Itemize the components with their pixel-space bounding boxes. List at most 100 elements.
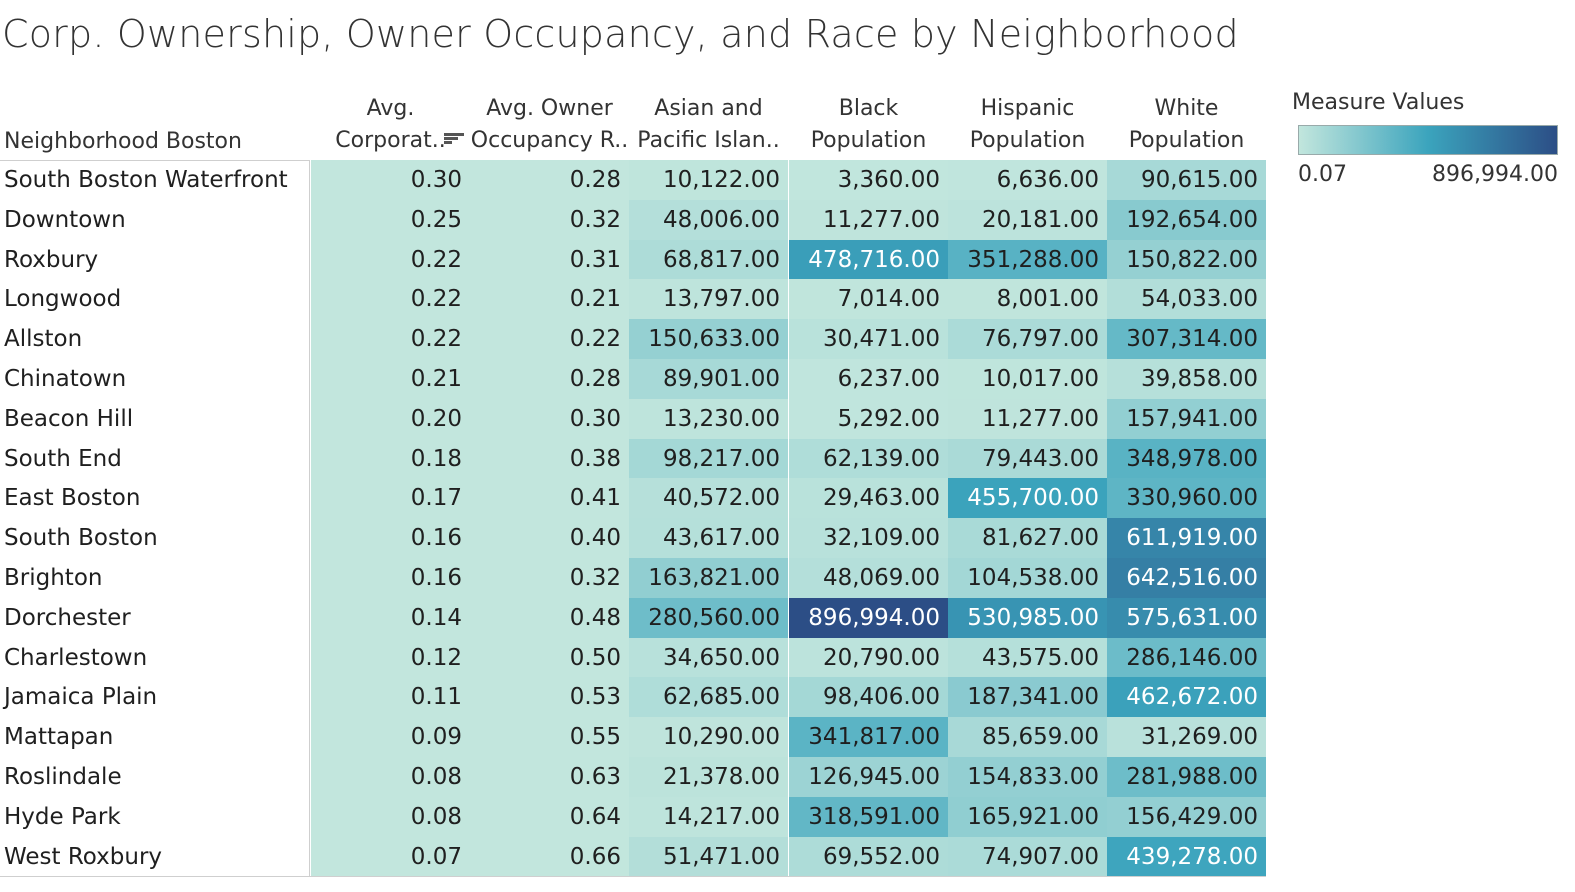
heatmap-cell[interactable]: 30,471.00 [789,319,948,360]
heatmap-cell[interactable]: 0.22 [311,319,470,360]
heatmap-cell[interactable]: 280,560.00 [629,597,788,638]
heatmap-cell[interactable]: 281,988.00 [1107,757,1266,797]
heatmap-cell[interactable]: 6,237.00 [789,359,948,399]
heatmap-cell[interactable]: 0.30 [470,398,629,439]
heatmap-cell[interactable]: 348,978.00 [1107,438,1266,479]
heatmap-cell[interactable]: 330,960.00 [1107,478,1266,519]
heatmap-cell[interactable]: 0.31 [470,239,629,280]
heatmap-cell[interactable]: 0.48 [470,597,629,638]
heatmap-cell[interactable]: 156,429.00 [1107,796,1266,837]
heatmap-cell[interactable]: 0.08 [311,757,470,797]
row-label[interactable]: South Boston Waterfront [4,167,288,193]
column-header-2-line-2[interactable]: Occupancy R.. [470,128,629,153]
heatmap-cell[interactable]: 0.38 [470,438,629,479]
heatmap-cell[interactable]: 896,994.00 [789,597,948,638]
heatmap-cell[interactable]: 0.32 [470,199,629,240]
heatmap-cell[interactable]: 0.66 [470,836,629,877]
heatmap-cell[interactable]: 74,907.00 [948,836,1107,877]
heatmap-cell[interactable]: 62,685.00 [629,677,788,718]
heatmap-cell[interactable]: 0.08 [311,796,470,837]
heatmap-cell[interactable]: 76,797.00 [948,319,1107,360]
row-label[interactable]: Allston [4,326,83,353]
heatmap-cell[interactable]: 154,833.00 [948,757,1107,797]
heatmap-cell[interactable]: 455,700.00 [948,478,1107,519]
row-label[interactable]: Roxbury [4,246,99,273]
heatmap-cell[interactable]: 0.30 [311,160,470,200]
heatmap-cell[interactable]: 69,552.00 [789,836,948,877]
heatmap-cell[interactable]: 165,921.00 [948,796,1107,837]
heatmap-cell[interactable]: 14,217.00 [629,796,788,837]
column-header-6-line-1[interactable]: White [1154,96,1219,121]
row-label[interactable]: Roslindale [4,764,122,790]
heatmap-cell[interactable]: 7,014.00 [789,279,948,320]
heatmap-cell[interactable]: 478,716.00 [789,239,948,280]
row-label[interactable]: Jamaica Plain [4,684,158,711]
row-label[interactable]: Mattapan [4,724,114,751]
row-label[interactable]: Chinatown [4,366,127,392]
heatmap-cell[interactable]: 0.14 [311,597,470,638]
heatmap-cell[interactable]: 90,615.00 [1107,160,1266,200]
heatmap-cell[interactable]: 0.09 [311,717,470,758]
heatmap-cell[interactable]: 318,591.00 [789,796,948,837]
heatmap-cell[interactable]: 0.22 [311,279,470,320]
heatmap-cell[interactable]: 0.64 [470,796,629,837]
heatmap-cell[interactable]: 89,901.00 [629,359,788,399]
heatmap-cell[interactable]: 10,290.00 [629,717,788,758]
column-header-4-line-2[interactable]: Population [810,128,927,153]
heatmap-cell[interactable]: 62,139.00 [789,438,948,479]
heatmap-cell[interactable]: 0.07 [311,836,470,877]
heatmap-cell[interactable]: 98,217.00 [629,438,788,479]
heatmap-cell[interactable]: 51,471.00 [629,836,788,877]
heatmap-cell[interactable]: 104,538.00 [948,558,1107,598]
heatmap-cell[interactable]: 439,278.00 [1107,836,1266,877]
row-label[interactable]: Downtown [4,206,126,233]
heatmap-cell[interactable]: 0.32 [470,558,629,598]
heatmap-cell[interactable]: 126,945.00 [789,757,948,797]
heatmap-cell[interactable]: 40,572.00 [629,478,788,519]
heatmap-cell[interactable]: 34,650.00 [629,637,788,678]
heatmap-cell[interactable]: 29,463.00 [789,478,948,519]
heatmap-cell[interactable]: 0.22 [470,319,629,360]
heatmap-cell[interactable]: 0.25 [311,199,470,240]
heatmap-cell[interactable]: 0.55 [470,717,629,758]
row-label[interactable]: Hyde Park [4,803,121,830]
heatmap-cell[interactable]: 5,292.00 [789,398,948,439]
heatmap-cell[interactable]: 20,790.00 [789,637,948,678]
heatmap-cell[interactable]: 20,181.00 [948,199,1107,240]
heatmap-cell[interactable]: 530,985.00 [948,597,1107,638]
row-label[interactable]: Charlestown [4,644,148,671]
heatmap-cell[interactable]: 10,122.00 [629,160,788,200]
heatmap-cell[interactable]: 39,858.00 [1107,359,1266,399]
heatmap-cell[interactable]: 43,575.00 [948,637,1107,678]
column-header-3-line-2[interactable]: Pacific Islan.. [637,128,780,153]
heatmap-cell[interactable]: 3,360.00 [789,160,948,200]
row-label[interactable]: Longwood [4,286,122,313]
heatmap-cell[interactable]: 0.28 [470,160,629,200]
row-label[interactable]: East Boston [4,485,141,512]
heatmap-cell[interactable]: 21,378.00 [629,757,788,797]
heatmap-cell[interactable]: 642,516.00 [1107,558,1266,598]
column-header-3-line-1[interactable]: Asian and [654,96,763,121]
heatmap-cell[interactable]: 575,631.00 [1107,597,1266,638]
heatmap-cell[interactable]: 157,941.00 [1107,398,1266,439]
heatmap-cell[interactable]: 11,277.00 [948,398,1107,439]
heatmap-cell[interactable]: 13,797.00 [629,279,788,320]
row-label[interactable]: Beacon Hill [4,405,134,432]
column-header-6-line-2[interactable]: Population [1128,128,1245,153]
heatmap-cell[interactable]: 0.18 [311,438,470,479]
heatmap-cell[interactable]: 8,001.00 [948,279,1107,320]
heatmap-cell[interactable]: 79,443.00 [948,438,1107,479]
heatmap-cell[interactable]: 0.16 [311,558,470,598]
heatmap-cell[interactable]: 81,627.00 [948,518,1107,559]
heatmap-cell[interactable]: 0.16 [311,518,470,559]
column-header-5-line-1[interactable]: Hispanic [980,96,1075,121]
heatmap-cell[interactable]: 0.12 [311,637,470,678]
heatmap-cell[interactable]: 462,672.00 [1107,677,1266,718]
heatmap-cell[interactable]: 98,406.00 [789,677,948,718]
column-header-1-line-1[interactable]: Avg. [366,96,415,121]
heatmap-cell[interactable]: 286,146.00 [1107,637,1266,678]
heatmap-cell[interactable]: 0.28 [470,359,629,399]
heatmap-cell[interactable]: 0.50 [470,637,629,678]
column-header-4-line-1[interactable]: Black [838,96,899,121]
sort-descending-icon[interactable] [444,133,464,153]
